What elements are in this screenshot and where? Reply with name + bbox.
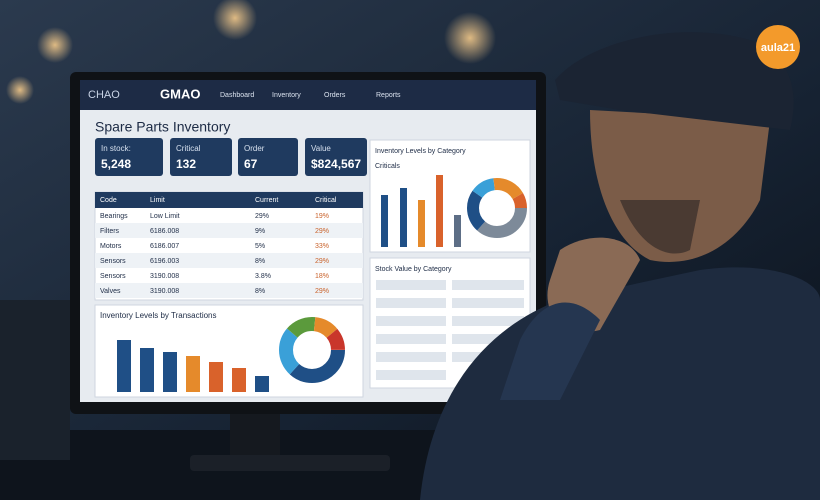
table-cell: 33% <box>315 243 329 250</box>
nav-item[interactable]: Orders <box>324 92 346 99</box>
table-header: Code <box>100 197 117 204</box>
panel-title: Inventory Levels by Category <box>375 148 466 155</box>
table-row-bg <box>95 223 363 238</box>
table-cell: 29% <box>315 228 329 235</box>
table-row-bg <box>95 283 363 298</box>
navbar <box>80 80 536 110</box>
bar-decor <box>381 175 461 247</box>
panel-title: Stock Value by Category <box>375 266 452 273</box>
equipment <box>0 300 70 460</box>
page-title: Spare Parts Inventory <box>95 119 230 135</box>
panel-subtitle: Criticals <box>375 163 400 170</box>
table-row-bg <box>95 253 363 268</box>
table-cell: 3190.008 <box>150 273 179 280</box>
kpi-label: Critical <box>176 144 201 153</box>
table-cell: Bearings <box>100 213 128 220</box>
bar-decor <box>117 340 269 392</box>
table-header: Current <box>255 197 278 204</box>
kpi-label: Value <box>311 144 331 153</box>
kpi-value: 5,248 <box>101 157 131 171</box>
nav: Dashboard Inventory Orders Reports <box>220 92 401 99</box>
nav-item[interactable]: Inventory <box>272 92 301 99</box>
table-cell: Sensors <box>100 273 126 280</box>
monitor-base <box>190 455 390 471</box>
kpi-card <box>95 138 163 176</box>
table-cell: Filters <box>100 228 120 235</box>
table-cell: 8% <box>255 258 265 265</box>
table-header: Limit <box>150 197 165 204</box>
table-cell: 5% <box>255 243 265 250</box>
table-header-bg <box>95 192 363 208</box>
light <box>213 0 257 40</box>
panel-title: Inventory Levels by Transactions <box>100 311 217 320</box>
table-cell: Valves <box>100 288 121 295</box>
kpi-value: $824,567 <box>311 157 361 171</box>
table-cell: 3.8% <box>255 273 271 280</box>
table-cell: 18% <box>315 273 329 280</box>
kpi-card <box>238 138 298 176</box>
table-cell: 19% <box>315 213 329 220</box>
table-cell: Motors <box>100 243 122 250</box>
kpi-value: 67 <box>244 157 258 171</box>
monitor-stand <box>230 410 280 460</box>
nav-item[interactable]: Dashboard <box>220 92 254 99</box>
inventory-table: Code Limit Current Critical Bearings Low Limi… <box>94 191 364 301</box>
table-cell: 9% <box>255 228 265 235</box>
table-cell: 6186.008 <box>150 228 179 235</box>
logo-badge <box>756 25 800 69</box>
table-cell: Low Limit <box>150 213 180 220</box>
kpi-card <box>170 138 232 176</box>
donut-decor <box>279 317 345 383</box>
kpi-label: In stock: <box>101 144 131 153</box>
table-cell: 8% <box>255 288 265 295</box>
table-bg <box>94 191 364 301</box>
person <box>420 32 820 500</box>
brand-left: CHAO <box>88 89 120 101</box>
table-header: Critical <box>315 197 337 204</box>
table-cell: 6186.007 <box>150 243 179 250</box>
donut-decor <box>467 178 527 238</box>
light <box>37 27 73 63</box>
light <box>444 12 496 64</box>
table-cell: Sensors <box>100 258 126 265</box>
kpi-value: 132 <box>176 157 196 171</box>
brand-right: GMAO <box>160 86 200 101</box>
table-cell: 6196.003 <box>150 258 179 265</box>
logo: aula21 <box>761 42 795 54</box>
light <box>6 76 34 104</box>
table-cell: 3190.008 <box>150 288 179 295</box>
kpi-card <box>305 138 367 176</box>
table-cell: 29% <box>315 258 329 265</box>
table-cell: 29% <box>255 213 269 220</box>
table-cell: 29% <box>315 288 329 295</box>
nav-item[interactable]: Reports <box>376 92 401 99</box>
kpi-label: Order <box>244 144 265 153</box>
kpi-row: In stock: 5,248 Critical 132 Order 67 Value $82… <box>95 138 367 176</box>
